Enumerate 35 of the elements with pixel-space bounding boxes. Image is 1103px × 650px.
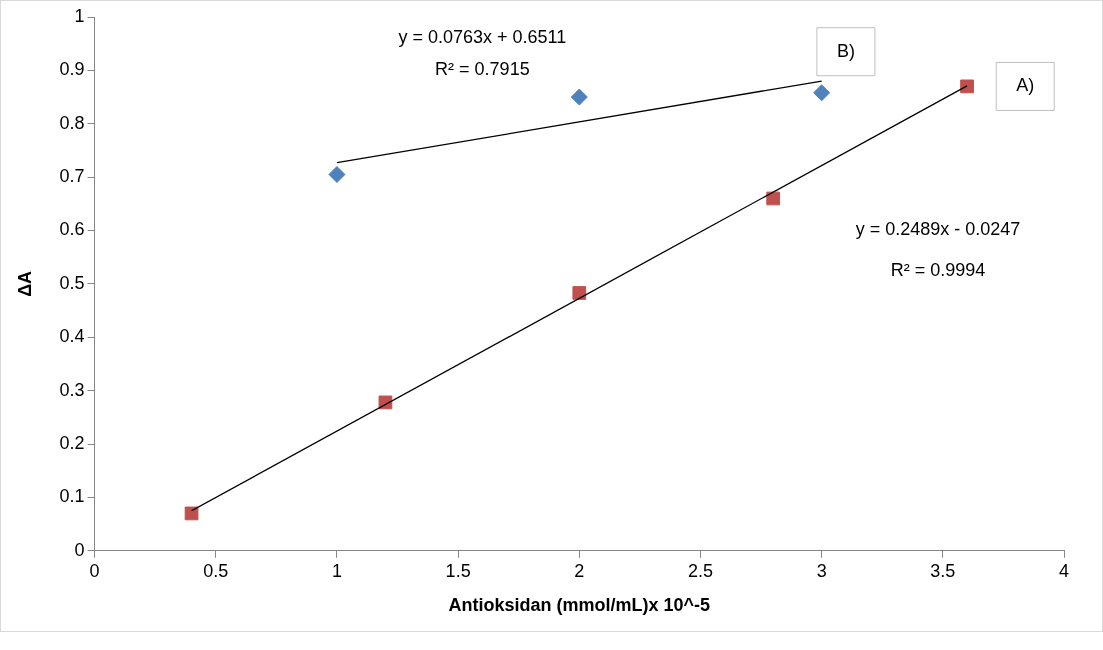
x-tick-label: 3 bbox=[816, 560, 827, 581]
point bbox=[960, 79, 974, 94]
x-tick-label: 1.5 bbox=[445, 560, 471, 581]
y-tick-label: 0.2 bbox=[59, 433, 85, 454]
annotation: A) bbox=[1016, 75, 1035, 96]
point bbox=[570, 88, 588, 106]
y-tick-label: 0.4 bbox=[59, 326, 85, 347]
x-tick-label: 3.5 bbox=[930, 560, 956, 581]
x-tick-label: 0 bbox=[89, 560, 100, 581]
y-tick-label: 0.7 bbox=[59, 166, 85, 187]
y-tick-label: 0.3 bbox=[59, 379, 85, 400]
x-axis-title: Antioksidan (mmol/mL)x 10^-5 bbox=[448, 595, 711, 616]
x-tick-label: 2 bbox=[574, 560, 585, 581]
x-tick-label: 4 bbox=[1058, 560, 1070, 581]
annotation: B) bbox=[836, 40, 855, 61]
y-tick-label: 1 bbox=[74, 5, 85, 26]
y-tick-label: 0.8 bbox=[59, 112, 85, 133]
x-tick-label: 0.5 bbox=[203, 560, 229, 581]
x-tick-label: 1 bbox=[331, 560, 342, 581]
y-tick-label: 0.5 bbox=[59, 272, 85, 293]
y-tick-label: 0 bbox=[74, 539, 85, 560]
point bbox=[572, 286, 587, 300]
point bbox=[766, 191, 781, 206]
y-tick-label: 0.6 bbox=[59, 219, 85, 240]
annotation: y = 0.2489x - 0.0247 bbox=[855, 219, 1021, 240]
point bbox=[184, 506, 199, 521]
point bbox=[328, 165, 346, 183]
x-tick-label: 2.5 bbox=[687, 560, 713, 581]
y-tick-label: 0.1 bbox=[59, 486, 85, 507]
y-axis-title: ΔA bbox=[14, 270, 35, 297]
annotation: R² = 0.9994 bbox=[890, 259, 986, 280]
annotation: R² = 0.7915 bbox=[435, 59, 530, 80]
annotation: y = 0.0763x + 0.6511 bbox=[398, 27, 567, 48]
point bbox=[813, 84, 831, 102]
y-tick-label: 0.9 bbox=[59, 59, 85, 80]
